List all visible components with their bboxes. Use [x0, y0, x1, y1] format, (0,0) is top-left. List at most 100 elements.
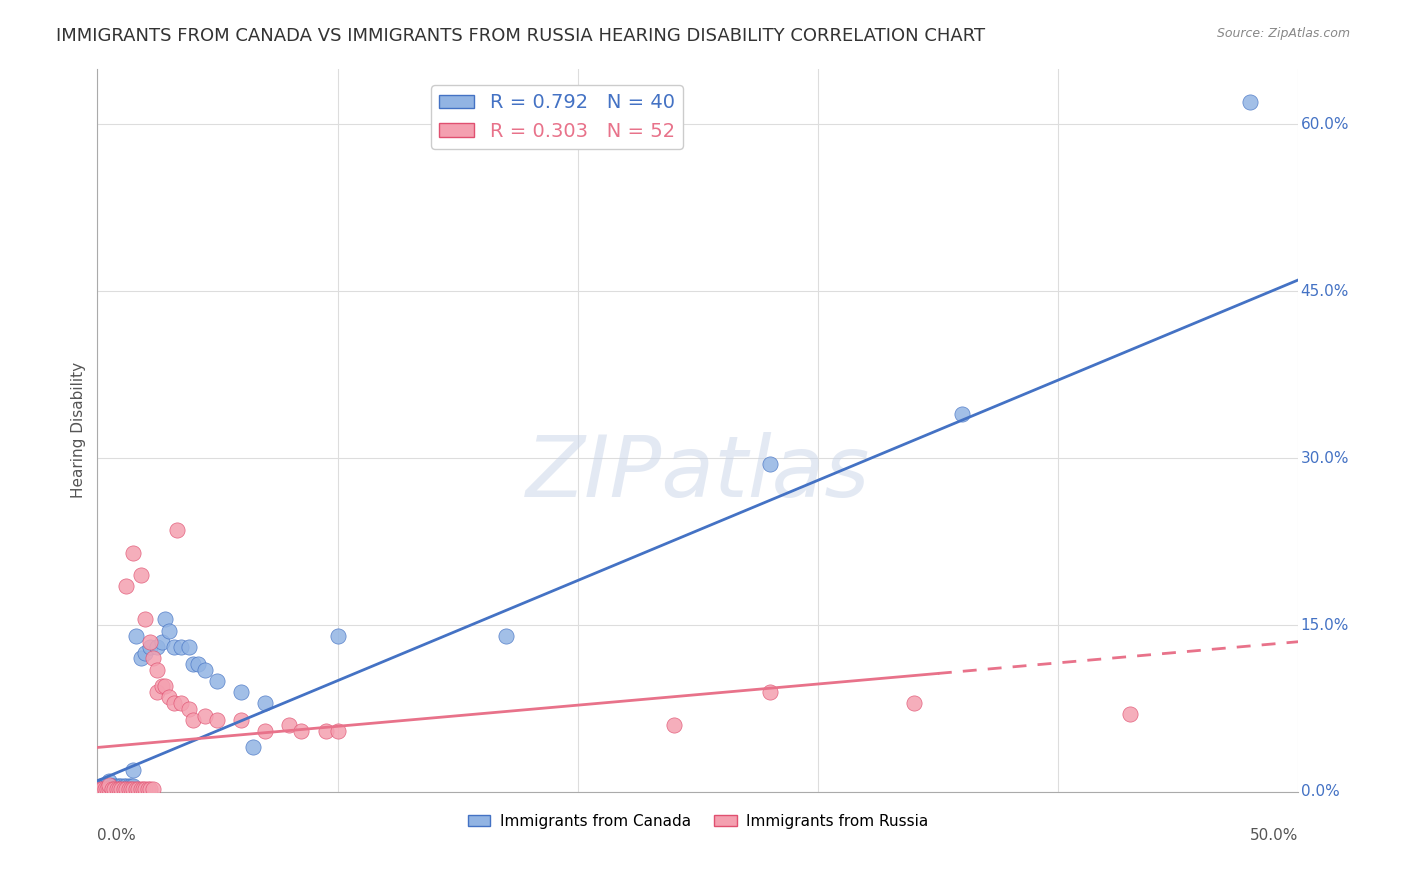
Point: [134, 781, 156, 796]
Point: [139, 781, 162, 796]
Point: [112, 780, 135, 794]
Y-axis label: Hearing Disability: Hearing Disability: [72, 362, 86, 499]
Point: [146, 640, 169, 655]
Text: 0.0%: 0.0%: [1301, 784, 1340, 799]
Text: ZIPatlas: ZIPatlas: [526, 432, 870, 516]
Point: [139, 640, 162, 655]
Point: [136, 781, 159, 796]
Point: [98, 778, 121, 792]
Point: [98, 781, 121, 796]
Point: [100, 781, 122, 796]
Point: [89, 780, 111, 794]
Point: [166, 524, 188, 538]
Point: [112, 781, 135, 796]
Point: [134, 646, 156, 660]
Point: [183, 713, 205, 727]
Point: [103, 781, 125, 796]
Point: [157, 624, 180, 638]
Point: [142, 651, 165, 665]
Point: [207, 713, 229, 727]
Point: [96, 780, 118, 794]
Point: [93, 780, 115, 794]
Point: [759, 457, 782, 471]
Point: [122, 780, 145, 794]
Point: [183, 657, 205, 671]
Point: [194, 709, 217, 723]
Point: [120, 781, 142, 796]
Point: [207, 673, 229, 688]
Point: [254, 696, 277, 710]
Point: [110, 780, 132, 794]
Point: [326, 629, 349, 643]
Point: [170, 696, 193, 710]
Text: 30.0%: 30.0%: [1301, 450, 1348, 466]
Point: [129, 651, 152, 665]
Point: [115, 781, 138, 796]
Text: 15.0%: 15.0%: [1301, 617, 1348, 632]
Point: [127, 781, 149, 796]
Point: [91, 781, 114, 796]
Point: [1119, 707, 1142, 722]
Text: 50.0%: 50.0%: [1250, 828, 1298, 843]
Point: [662, 718, 685, 732]
Point: [91, 780, 114, 794]
Point: [122, 763, 145, 777]
Point: [150, 634, 173, 648]
Point: [177, 640, 200, 655]
Point: [105, 781, 128, 796]
Point: [110, 781, 132, 796]
Point: [139, 634, 162, 648]
Point: [231, 713, 253, 727]
Point: [903, 696, 925, 710]
Point: [103, 780, 125, 794]
Point: [129, 568, 152, 582]
Point: [93, 781, 115, 796]
Point: [108, 781, 131, 796]
Legend: Immigrants from Canada, Immigrants from Russia: Immigrants from Canada, Immigrants from …: [461, 808, 934, 835]
Point: [117, 781, 139, 796]
Point: [326, 723, 349, 738]
Point: [115, 579, 138, 593]
Point: [146, 685, 169, 699]
Point: [290, 723, 312, 738]
Text: IMMIGRANTS FROM CANADA VS IMMIGRANTS FROM RUSSIA HEARING DISABILITY CORRELATION : IMMIGRANTS FROM CANADA VS IMMIGRANTS FRO…: [56, 27, 986, 45]
Point: [242, 740, 264, 755]
Point: [125, 629, 148, 643]
Point: [315, 723, 337, 738]
Point: [100, 780, 122, 794]
Point: [150, 679, 173, 693]
Point: [115, 780, 138, 794]
Point: [146, 663, 169, 677]
Point: [125, 781, 148, 796]
Point: [187, 657, 209, 671]
Point: [120, 780, 142, 794]
Point: [170, 640, 193, 655]
Point: [132, 781, 155, 796]
Point: [1239, 95, 1261, 109]
Point: [105, 780, 128, 794]
Point: [98, 780, 121, 794]
Point: [194, 663, 217, 677]
Point: [759, 685, 782, 699]
Point: [495, 629, 517, 643]
Point: [163, 640, 186, 655]
Point: [108, 780, 131, 794]
Point: [129, 781, 152, 796]
Point: [122, 781, 145, 796]
Point: [950, 407, 973, 421]
Point: [96, 781, 118, 796]
Point: [163, 696, 186, 710]
Point: [231, 685, 253, 699]
Text: 0.0%: 0.0%: [97, 828, 136, 843]
Point: [153, 679, 176, 693]
Point: [122, 546, 145, 560]
Point: [177, 701, 200, 715]
Point: [254, 723, 277, 738]
Point: [153, 612, 176, 626]
Text: 60.0%: 60.0%: [1301, 117, 1348, 132]
Text: Source: ZipAtlas.com: Source: ZipAtlas.com: [1216, 27, 1350, 40]
Point: [278, 718, 301, 732]
Point: [117, 780, 139, 794]
Text: 45.0%: 45.0%: [1301, 284, 1348, 299]
Point: [157, 690, 180, 705]
